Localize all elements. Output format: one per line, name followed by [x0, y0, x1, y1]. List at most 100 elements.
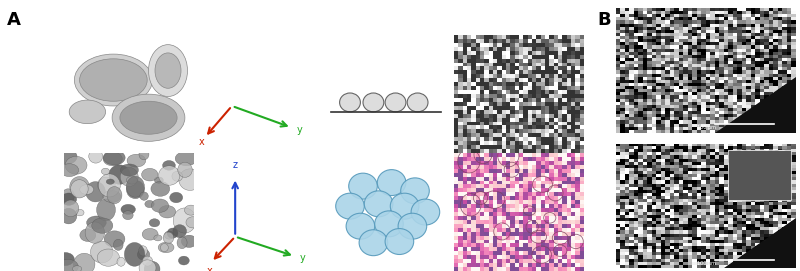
Ellipse shape: [178, 256, 190, 265]
Ellipse shape: [90, 241, 113, 263]
Ellipse shape: [104, 231, 125, 247]
Ellipse shape: [346, 213, 374, 239]
Ellipse shape: [150, 219, 160, 227]
Ellipse shape: [74, 54, 152, 106]
Ellipse shape: [163, 232, 174, 243]
Ellipse shape: [65, 156, 87, 174]
Ellipse shape: [385, 93, 406, 112]
Ellipse shape: [79, 59, 147, 101]
Ellipse shape: [56, 149, 77, 164]
Text: Organisation: Organisation: [349, 11, 429, 24]
Ellipse shape: [73, 266, 82, 271]
Text: z: z: [233, 160, 238, 170]
Ellipse shape: [62, 200, 79, 217]
Ellipse shape: [363, 93, 384, 112]
Text: A: A: [7, 11, 21, 29]
Ellipse shape: [149, 45, 187, 96]
Ellipse shape: [103, 150, 125, 165]
Ellipse shape: [407, 93, 428, 112]
Ellipse shape: [172, 171, 182, 181]
Ellipse shape: [158, 166, 180, 185]
Ellipse shape: [175, 151, 198, 166]
Ellipse shape: [340, 93, 360, 112]
Ellipse shape: [70, 100, 106, 124]
Ellipse shape: [70, 180, 88, 198]
Ellipse shape: [401, 178, 430, 204]
Ellipse shape: [126, 176, 145, 197]
Ellipse shape: [60, 164, 78, 177]
Ellipse shape: [107, 187, 122, 204]
Ellipse shape: [140, 192, 148, 200]
Ellipse shape: [174, 208, 196, 233]
Text: Surface: Surface: [106, 11, 153, 24]
FancyBboxPatch shape: [728, 150, 790, 200]
Ellipse shape: [170, 192, 182, 203]
Ellipse shape: [117, 257, 125, 266]
Text: Image: Image: [499, 11, 538, 24]
Text: 100 µm: 100 µm: [697, 260, 715, 266]
Ellipse shape: [139, 260, 156, 271]
Ellipse shape: [154, 177, 163, 183]
Ellipse shape: [124, 243, 145, 266]
Text: 2
D: 2 D: [42, 78, 54, 110]
Text: 100 µm: 100 µm: [697, 125, 715, 130]
Ellipse shape: [390, 193, 419, 219]
Ellipse shape: [151, 199, 169, 212]
Ellipse shape: [98, 249, 119, 266]
Ellipse shape: [74, 253, 95, 271]
Text: y: y: [297, 125, 302, 134]
Ellipse shape: [56, 253, 74, 266]
Ellipse shape: [142, 228, 158, 240]
Ellipse shape: [61, 193, 77, 205]
Ellipse shape: [127, 154, 146, 167]
Ellipse shape: [76, 209, 84, 216]
Ellipse shape: [336, 193, 364, 219]
Text: x: x: [198, 137, 205, 147]
Text: x: x: [206, 266, 212, 271]
Ellipse shape: [89, 150, 102, 163]
Ellipse shape: [162, 160, 175, 170]
Ellipse shape: [114, 239, 123, 250]
Ellipse shape: [178, 162, 192, 178]
Ellipse shape: [349, 173, 378, 199]
Ellipse shape: [58, 259, 78, 271]
Ellipse shape: [112, 94, 185, 141]
Polygon shape: [715, 77, 796, 133]
Ellipse shape: [151, 181, 170, 196]
Ellipse shape: [121, 204, 135, 214]
Ellipse shape: [85, 222, 105, 243]
Ellipse shape: [80, 185, 94, 195]
Ellipse shape: [145, 200, 154, 208]
Ellipse shape: [411, 199, 440, 225]
Ellipse shape: [179, 169, 202, 191]
Ellipse shape: [177, 237, 187, 249]
Ellipse shape: [144, 261, 160, 271]
Ellipse shape: [98, 177, 115, 193]
Ellipse shape: [98, 174, 120, 197]
Ellipse shape: [359, 230, 388, 256]
Ellipse shape: [126, 180, 144, 199]
Ellipse shape: [109, 165, 130, 184]
Ellipse shape: [165, 231, 174, 239]
Ellipse shape: [92, 218, 113, 233]
Ellipse shape: [106, 179, 114, 184]
Ellipse shape: [139, 149, 149, 160]
Ellipse shape: [385, 228, 414, 254]
Text: B: B: [597, 11, 611, 29]
Ellipse shape: [398, 213, 426, 239]
Ellipse shape: [173, 225, 186, 238]
Ellipse shape: [126, 176, 138, 184]
Ellipse shape: [120, 167, 138, 186]
Ellipse shape: [61, 208, 77, 224]
Ellipse shape: [86, 216, 106, 229]
Ellipse shape: [70, 176, 90, 197]
Ellipse shape: [182, 235, 197, 247]
Ellipse shape: [62, 189, 74, 203]
Ellipse shape: [120, 101, 177, 134]
Ellipse shape: [138, 249, 150, 260]
Ellipse shape: [161, 244, 168, 251]
Text: Dimensions: Dimensions: [222, 11, 295, 24]
Ellipse shape: [120, 164, 138, 176]
Text: 3
D: 3 D: [42, 196, 54, 228]
Ellipse shape: [97, 199, 115, 221]
